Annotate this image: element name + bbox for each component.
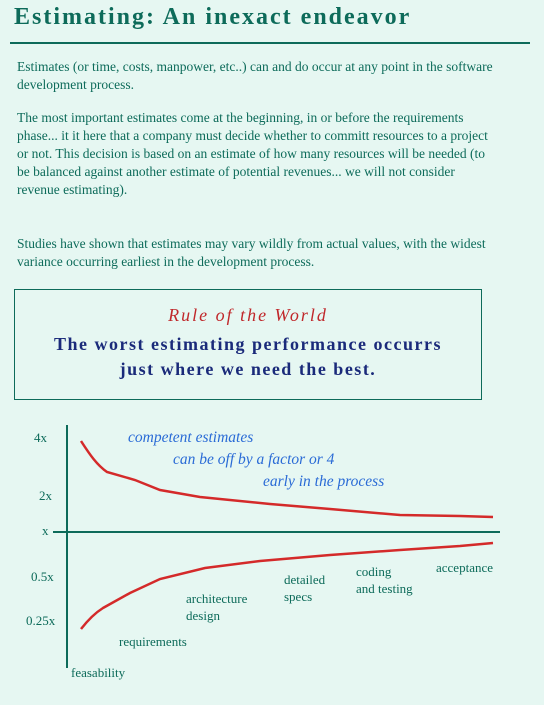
phase-coding-line-1: coding (356, 564, 392, 579)
phase-architecture-line-1: architecture (186, 591, 248, 606)
phase-feasability: feasability (71, 665, 126, 680)
phase-detailed-line-1: detailed (284, 572, 326, 587)
phase-coding-testing: coding and testing (356, 563, 413, 597)
rule-line-2: just where we need the best. (119, 359, 377, 379)
y-label-0-25x: 0.25x (26, 613, 56, 628)
paragraph-estimates-intro: Estimates (or time, costs, manpower, etc… (17, 59, 493, 92)
paragraph-important-estimates: The most important estimates come at the… (17, 110, 488, 197)
phase-detailed-line-2: specs (284, 589, 313, 604)
phase-coding-line-2: and testing (356, 581, 413, 596)
rule-of-the-world-box: Rule of the World The worst estimating p… (14, 289, 482, 400)
rule-heading: Rule of the World (168, 305, 328, 325)
phase-requirements: requirements (119, 634, 187, 649)
annotation-line-2: can be off by a factor or 4 (173, 451, 335, 468)
y-label-4x: 4x (34, 430, 47, 445)
lower-estimate-curve (80, 541, 494, 630)
upper-estimate-curve (79, 440, 494, 519)
phase-architecture-design: architecture design (186, 590, 247, 624)
title-divider (10, 42, 530, 44)
rule-line-1: The worst estimating performance occurrs (54, 334, 442, 354)
y-label-0-5x: 0.5x (31, 569, 54, 584)
y-label-2x: 2x (39, 488, 52, 503)
y-label-x: x (42, 523, 49, 538)
page-title: Estimating: An inexact endeavor (14, 4, 412, 30)
phase-detailed-specs: detailed specs (284, 571, 325, 605)
phase-architecture-line-2: design (186, 608, 220, 623)
annotation-line-1: competent estimates (128, 429, 254, 446)
annotation-line-3: early in the process (263, 473, 385, 490)
phase-acceptance: acceptance (436, 560, 494, 575)
rule-statement: The worst estimating performance occurrs… (15, 332, 481, 382)
paragraph-studies: Studies have shown that estimates may va… (17, 236, 486, 269)
